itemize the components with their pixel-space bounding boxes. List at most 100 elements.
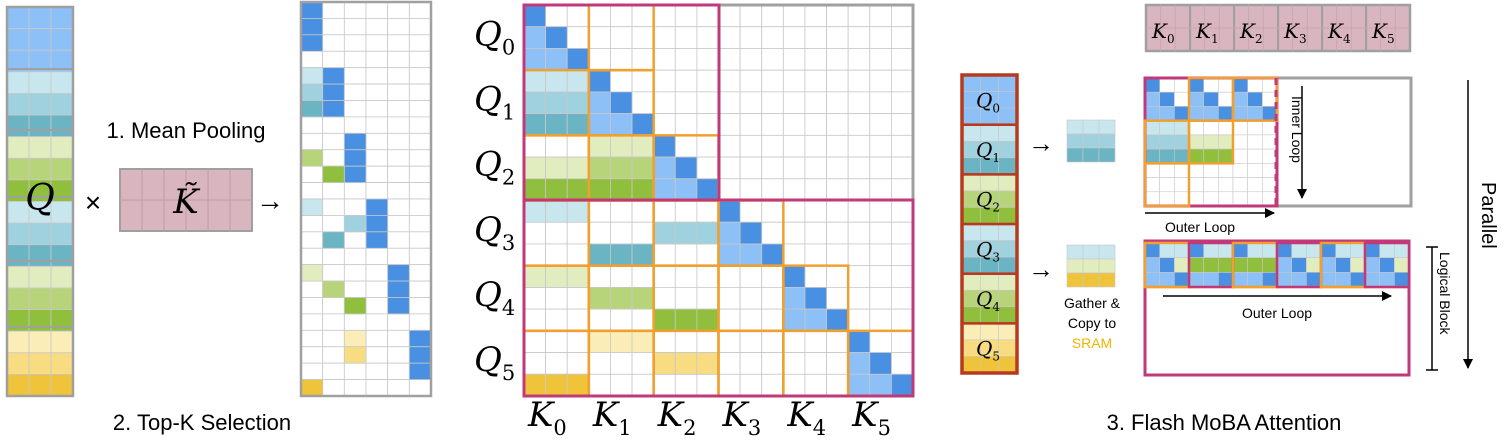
topk-cell xyxy=(408,100,432,118)
topk-cell xyxy=(365,313,389,331)
attn-cell xyxy=(631,4,655,28)
attn-cell xyxy=(588,308,611,332)
attn-diag-cell xyxy=(804,308,827,332)
attn-filled-cell xyxy=(588,330,611,353)
attn-cell xyxy=(782,156,806,180)
topk-cell xyxy=(408,247,432,266)
outer-loop-label-top: Outer Loop xyxy=(1165,219,1235,235)
loop-diag-cell xyxy=(1203,91,1219,107)
attn-cell xyxy=(696,200,719,223)
q-block-cell xyxy=(998,91,1018,109)
q-cell xyxy=(28,244,52,267)
topk-cell xyxy=(387,18,410,36)
attn-filled-cell xyxy=(545,373,568,397)
logical-block-panel: Outer Loop Logical Block xyxy=(1143,239,1453,377)
attn-cell xyxy=(782,221,806,245)
q-cell xyxy=(6,71,30,94)
attn-cell xyxy=(718,134,741,158)
lb-cell xyxy=(1218,242,1234,258)
gather-text-line2: Copy to xyxy=(1068,315,1116,331)
topk-selected-cell xyxy=(322,165,345,183)
logical-block-label: Logical Block xyxy=(1437,252,1453,335)
topk-cell xyxy=(408,116,432,134)
topk-cell xyxy=(300,116,324,134)
attn-cell xyxy=(674,330,698,353)
topk-cell xyxy=(322,297,345,315)
attn-cell xyxy=(545,4,568,28)
attn-cell xyxy=(588,265,611,288)
attn-cell xyxy=(804,113,827,136)
attn-cell xyxy=(782,352,806,375)
loop-cell xyxy=(1232,148,1248,164)
q-block-cell xyxy=(998,174,1018,192)
outer-loop-label-bottom: Outer Loop xyxy=(1242,305,1312,321)
lb-diag-cell xyxy=(1276,242,1292,258)
attn-diag-cell xyxy=(826,308,849,332)
topk-cell xyxy=(300,346,324,364)
lb-diag-cell xyxy=(1320,257,1336,273)
topk-cell xyxy=(365,280,389,298)
attn-filled-cell xyxy=(674,308,698,332)
attn-cell xyxy=(782,200,806,223)
attn-cell xyxy=(653,265,676,288)
attn-filled-cell xyxy=(588,178,611,201)
q-cell xyxy=(28,222,52,246)
attn-cell xyxy=(674,134,698,158)
q-cell xyxy=(6,28,30,51)
topk-selected-cell xyxy=(300,67,324,85)
topk-cell xyxy=(408,297,432,315)
attn-cell xyxy=(588,221,611,245)
loop-cell xyxy=(1188,163,1204,178)
topk-cell xyxy=(343,198,367,216)
attn-cell xyxy=(610,352,633,375)
q-cell xyxy=(28,373,52,397)
attn-cell xyxy=(847,4,871,28)
attn-filled-cell xyxy=(588,243,611,267)
attn-diag-cell xyxy=(782,286,806,310)
lb-cell xyxy=(1174,257,1190,273)
lb-diag-cell xyxy=(1335,272,1351,288)
q-cell xyxy=(50,287,74,310)
attn-cell xyxy=(804,265,827,288)
topk-cell xyxy=(408,231,432,249)
attn-filled-cell xyxy=(674,352,698,375)
q-cell xyxy=(6,93,30,116)
attn-cell xyxy=(782,69,806,93)
attn-cell xyxy=(739,113,763,136)
topk-selected-cell xyxy=(343,165,367,183)
multiply-sign: × xyxy=(85,187,101,218)
q-cell xyxy=(28,6,52,30)
q-cell xyxy=(28,330,52,354)
attn-cell xyxy=(804,373,827,397)
attn-cell xyxy=(696,4,719,28)
topk-cell xyxy=(365,182,389,200)
lb-diag-cell xyxy=(1306,272,1322,288)
q-cell xyxy=(6,352,30,375)
attn-diag-cell xyxy=(847,330,871,353)
topk-cell xyxy=(387,231,410,249)
attn-filled-cell xyxy=(653,221,676,245)
attn-cell xyxy=(631,69,655,93)
attn-cell xyxy=(761,26,784,49)
attn-cell xyxy=(804,156,827,180)
attn-filled-cell xyxy=(696,308,719,332)
lb-diag-cell xyxy=(1262,272,1278,288)
topk-cell xyxy=(343,247,367,266)
tile-cell xyxy=(1098,147,1116,163)
attn-cell xyxy=(869,156,892,180)
attn-cell xyxy=(718,286,741,310)
attn-cell xyxy=(696,286,719,310)
attn-cell xyxy=(718,308,741,332)
topk-selected-cell xyxy=(408,329,432,348)
attn-cell xyxy=(566,330,590,353)
loop-cell xyxy=(1247,77,1263,93)
topk-cell xyxy=(322,313,345,331)
lb-cell xyxy=(1306,242,1322,258)
loop-cell xyxy=(1232,191,1248,207)
attn-filled-cell xyxy=(610,330,633,353)
attn-cell xyxy=(847,134,871,158)
attn-cell xyxy=(847,91,871,115)
attn-cell xyxy=(631,48,655,71)
attn-diag-cell xyxy=(782,308,806,332)
topk-cell xyxy=(365,1,389,19)
